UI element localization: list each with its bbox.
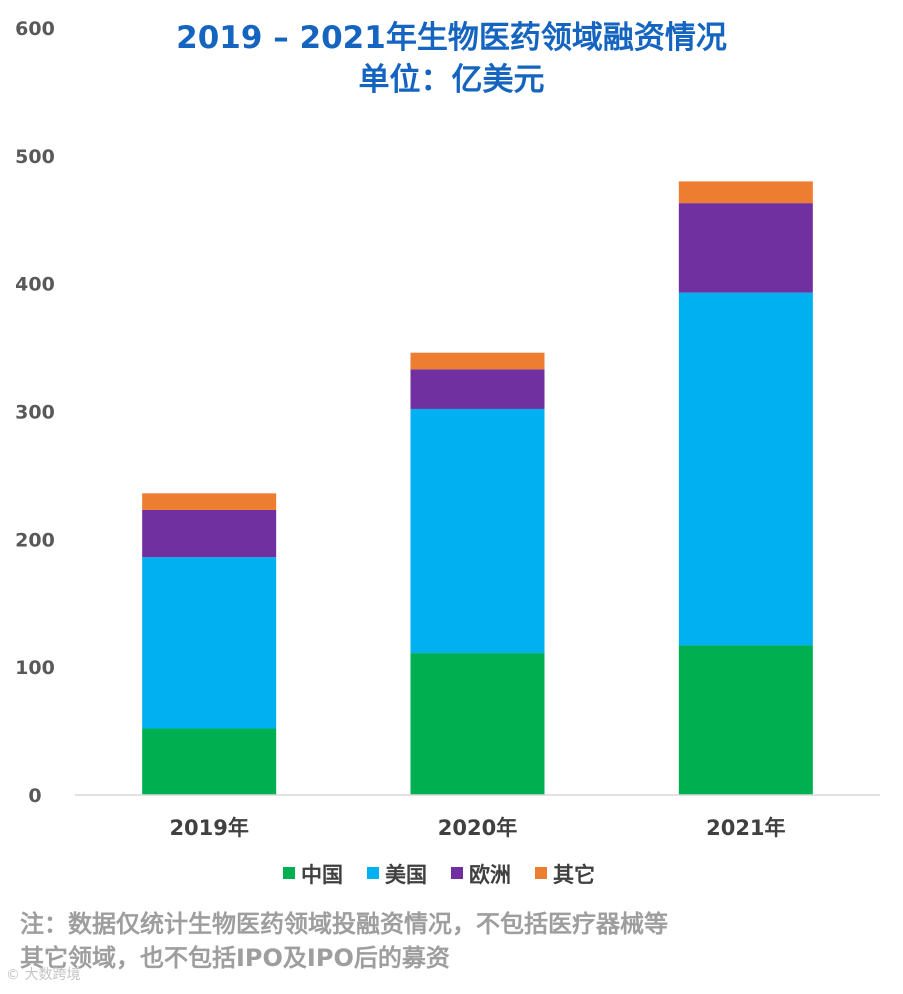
legend-swatch [283,867,295,879]
legend-item-其它: 其它 [535,863,595,887]
chart-subtitle-unit: 单位：亿美元 [358,62,545,98]
chart-title: 2019 – 2021年生物医药领域融资情况 [176,20,727,56]
bar-segment-2021年-其它 [678,181,813,204]
bar-segment-2019年-中国 [142,728,277,795]
y-tick-label-400: 400 [15,274,55,296]
x-tick-label-2020年: 2020年 [438,816,517,840]
legend-label: 其它 [553,863,595,887]
bar-segment-2019年-其它 [142,493,277,510]
bar-segment-2019年-欧洲 [142,509,277,558]
x-tick-label-2021年: 2021年 [706,816,785,840]
legend-item-中国: 中国 [283,863,343,887]
y-tick-label-200: 200 [15,529,55,551]
y-tick-label-600: 600 [15,18,55,40]
legend: 中国 美国 欧洲 其它 [283,863,595,887]
legend-swatch [367,867,379,879]
bar-segment-2020年-其它 [410,352,545,370]
x-axis: 2019年 2020年 2021年 [75,794,880,840]
bar-segment-2021年-中国 [678,645,813,795]
x-tick-label-2019年: 2019年 [169,816,248,840]
legend-swatch [451,867,463,879]
footnote-line-1: 注：数据仅统计生物医药领域投融资情况，不包括医疗器械等 [20,910,668,938]
bar-segment-2020年-美国 [410,408,545,654]
y-tick-label-100: 100 [15,657,55,679]
bar-segment-2021年-美国 [678,292,813,646]
bars-layer [142,181,813,795]
footnote-line-2: 其它领域，也不包括IPO及IPO后的募资 [20,944,450,972]
y-axis-ticks: 0 100 200 300 400 500 600 [15,18,55,807]
legend-item-欧洲: 欧洲 [451,863,511,887]
y-tick-label-500: 500 [15,146,55,168]
bar-segment-2021年-欧洲 [678,203,813,293]
bar-segment-2020年-欧洲 [410,369,545,409]
y-tick-label-0: 0 [28,785,41,807]
legend-label: 中国 [301,863,343,887]
legend-label: 欧洲 [469,863,511,887]
y-tick-label-300: 300 [15,402,55,424]
legend-label: 美国 [385,863,427,887]
legend-item-美国: 美国 [367,863,427,887]
legend-swatch [535,867,547,879]
watermark: © 大数跨境 [6,967,81,983]
bar-segment-2019年-美国 [142,557,277,729]
bar-segment-2020年-中国 [410,653,545,795]
